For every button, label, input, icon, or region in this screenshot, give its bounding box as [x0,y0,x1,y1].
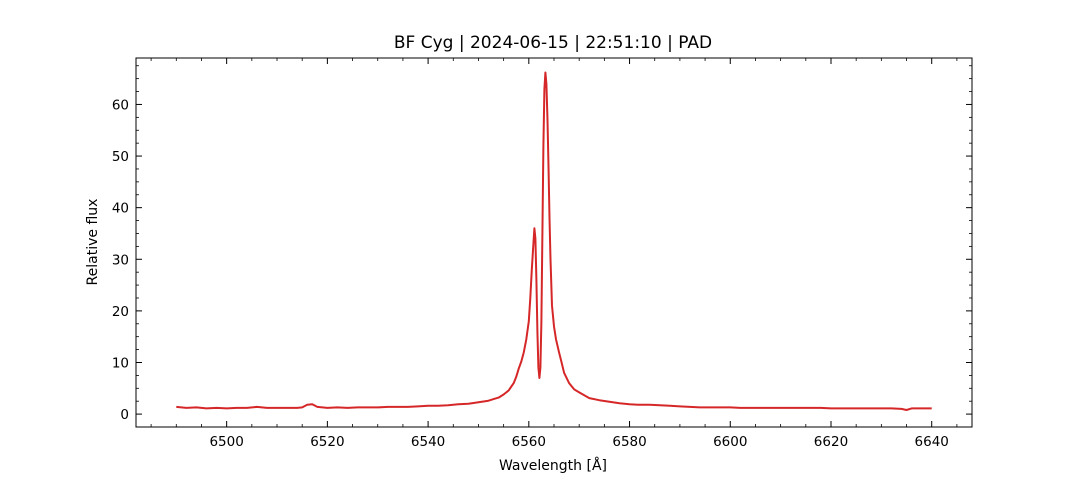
y-tick-label: 0 [120,407,129,423]
y-tick-label: 20 [112,304,129,320]
x-tick-label: 6500 [209,434,243,450]
y-tick-label: 30 [112,252,129,268]
y-tick-label: 40 [112,201,129,217]
y-tick-label: 50 [112,149,129,165]
x-tick-label: 6600 [713,434,747,450]
x-tick-label: 6540 [411,434,445,450]
y-axis-label: Relative flux [85,199,101,286]
x-tick-label: 6520 [310,434,344,450]
spectrum-line-0 [176,71,932,411]
x-axis-label: Wavelength [Å] [499,457,607,474]
chart-title: BF Cyg | 2024-06-15 | 22:51:10 | PAD [394,33,712,53]
y-tick-label: 60 [112,97,129,113]
x-tick-label: 6580 [612,434,646,450]
plot-frame [135,57,973,428]
x-tick-label: 6640 [915,434,949,450]
x-tick-label: 6620 [814,434,848,450]
x-tick-label: 6560 [512,434,546,450]
y-tick-label: 10 [112,355,129,371]
